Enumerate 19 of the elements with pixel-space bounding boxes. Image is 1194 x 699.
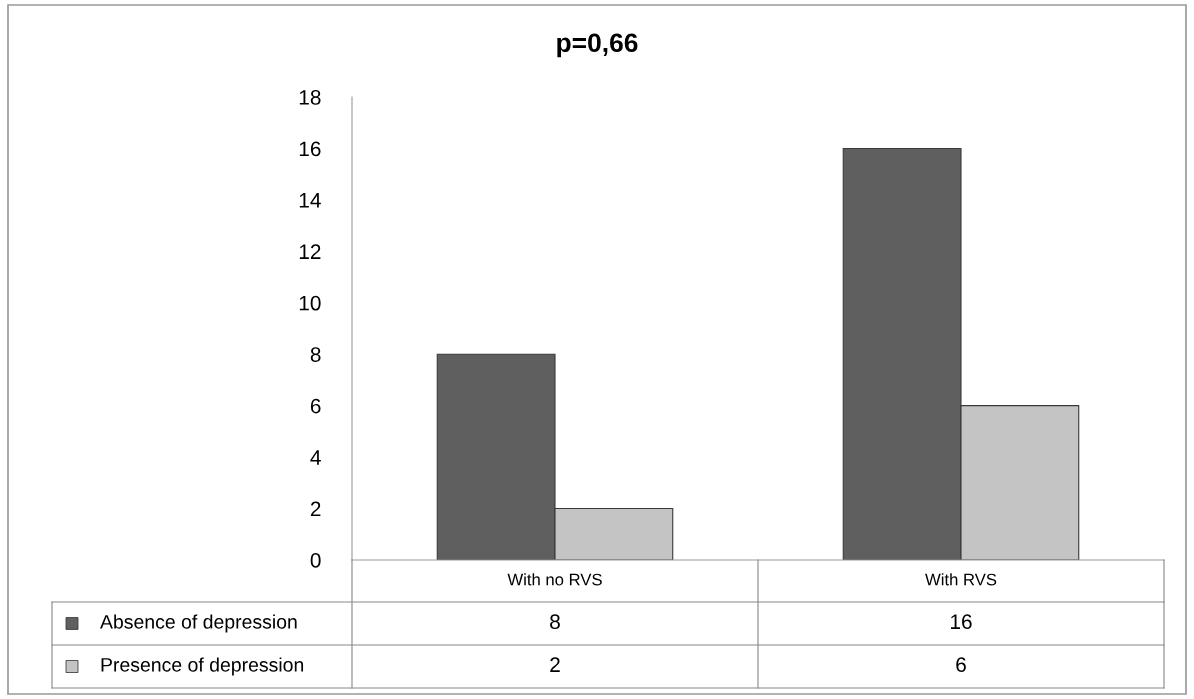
data-label: 6 xyxy=(956,657,966,673)
legend-label: Absence of depression xyxy=(100,614,297,633)
data-label: 2 xyxy=(550,657,560,672)
y-tick-label: 10 xyxy=(299,295,321,311)
y-tick-label: 18 xyxy=(299,90,321,105)
data-label: 8 xyxy=(550,614,560,630)
legend-label: Presence of depression xyxy=(101,657,304,676)
y-tick-label: 8 xyxy=(310,347,321,362)
y-tick-label: 0 xyxy=(310,553,321,568)
x-tick-label: With RVS xyxy=(925,573,997,586)
y-tick-label: 6 xyxy=(310,398,321,414)
chart-title: p=0,66 xyxy=(557,33,638,58)
y-tick-label: 14 xyxy=(299,193,321,208)
y-tick-label: 2 xyxy=(310,501,321,517)
y-tick-label: 4 xyxy=(310,450,321,465)
data-label: 16 xyxy=(951,614,972,630)
y-tick-label: 12 xyxy=(299,244,321,259)
x-tick-label: With no RVS xyxy=(507,573,602,586)
y-tick-label: 16 xyxy=(299,141,321,157)
